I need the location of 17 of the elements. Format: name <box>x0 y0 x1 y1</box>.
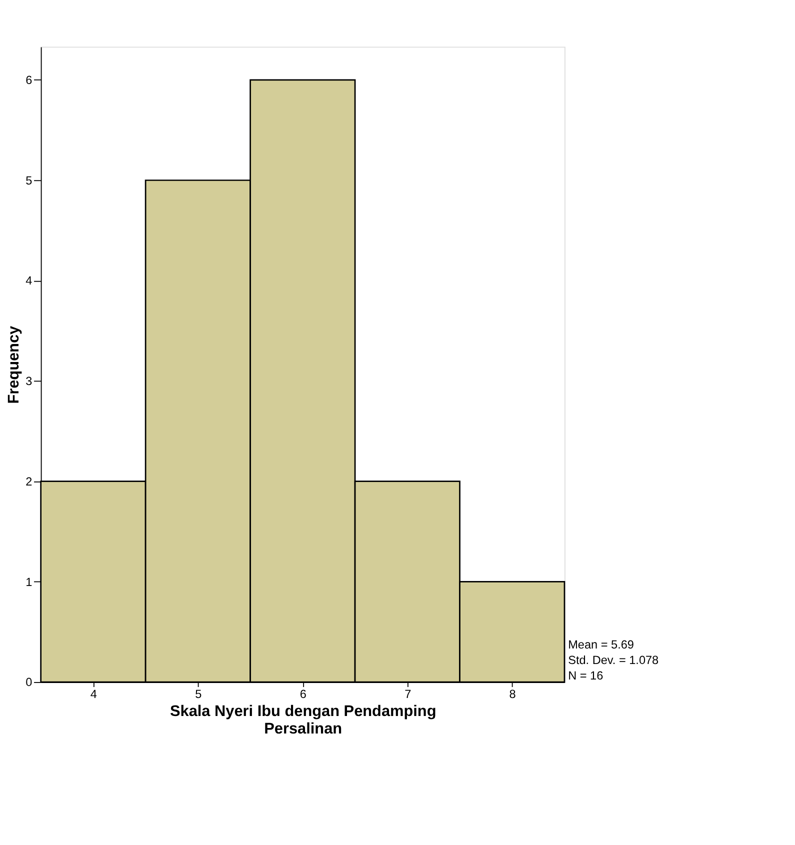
text: Mean = 5.69 <box>568 638 634 652</box>
x-tick-label: 8 <box>509 688 516 701</box>
y-axis-title: Frequency <box>5 325 22 404</box>
x-tick-label: 7 <box>404 688 412 701</box>
y-tick-label: 5 <box>26 174 33 188</box>
x-tick-label: 6 <box>300 688 307 701</box>
y-tick-label: 3 <box>26 375 33 388</box>
text: N = 16 <box>568 669 604 682</box>
x-axis-title: Skala Nyeri Ibu dengan Pendamping Persalinan <box>170 703 436 738</box>
y-tick-label: 2 <box>26 475 32 488</box>
x-tick-label: 4 <box>90 688 98 701</box>
y-tick-label: 0 <box>26 676 33 690</box>
y-tick-label: 4 <box>26 274 33 288</box>
y-tick-label: 6 <box>26 74 33 87</box>
x-tick-label: 5 <box>195 688 202 701</box>
y-tick-label: 1 <box>26 576 32 589</box>
text: Std. Dev. = 1.078 <box>568 654 660 667</box>
